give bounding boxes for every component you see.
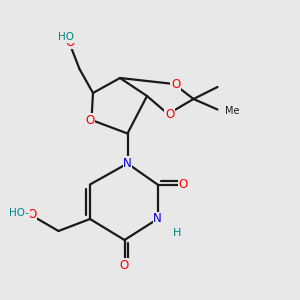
Text: O: O bbox=[178, 178, 188, 191]
Text: O: O bbox=[171, 77, 180, 91]
Text: HO: HO bbox=[58, 32, 74, 43]
Text: O: O bbox=[85, 113, 94, 127]
Text: O: O bbox=[27, 208, 36, 221]
Text: O: O bbox=[120, 259, 129, 272]
Text: O: O bbox=[165, 107, 174, 121]
Text: O: O bbox=[66, 35, 75, 49]
Text: Me: Me bbox=[225, 106, 239, 116]
Text: N: N bbox=[123, 157, 132, 170]
Text: H: H bbox=[173, 227, 181, 238]
Text: HO-: HO- bbox=[10, 208, 29, 218]
Text: N: N bbox=[153, 212, 162, 226]
